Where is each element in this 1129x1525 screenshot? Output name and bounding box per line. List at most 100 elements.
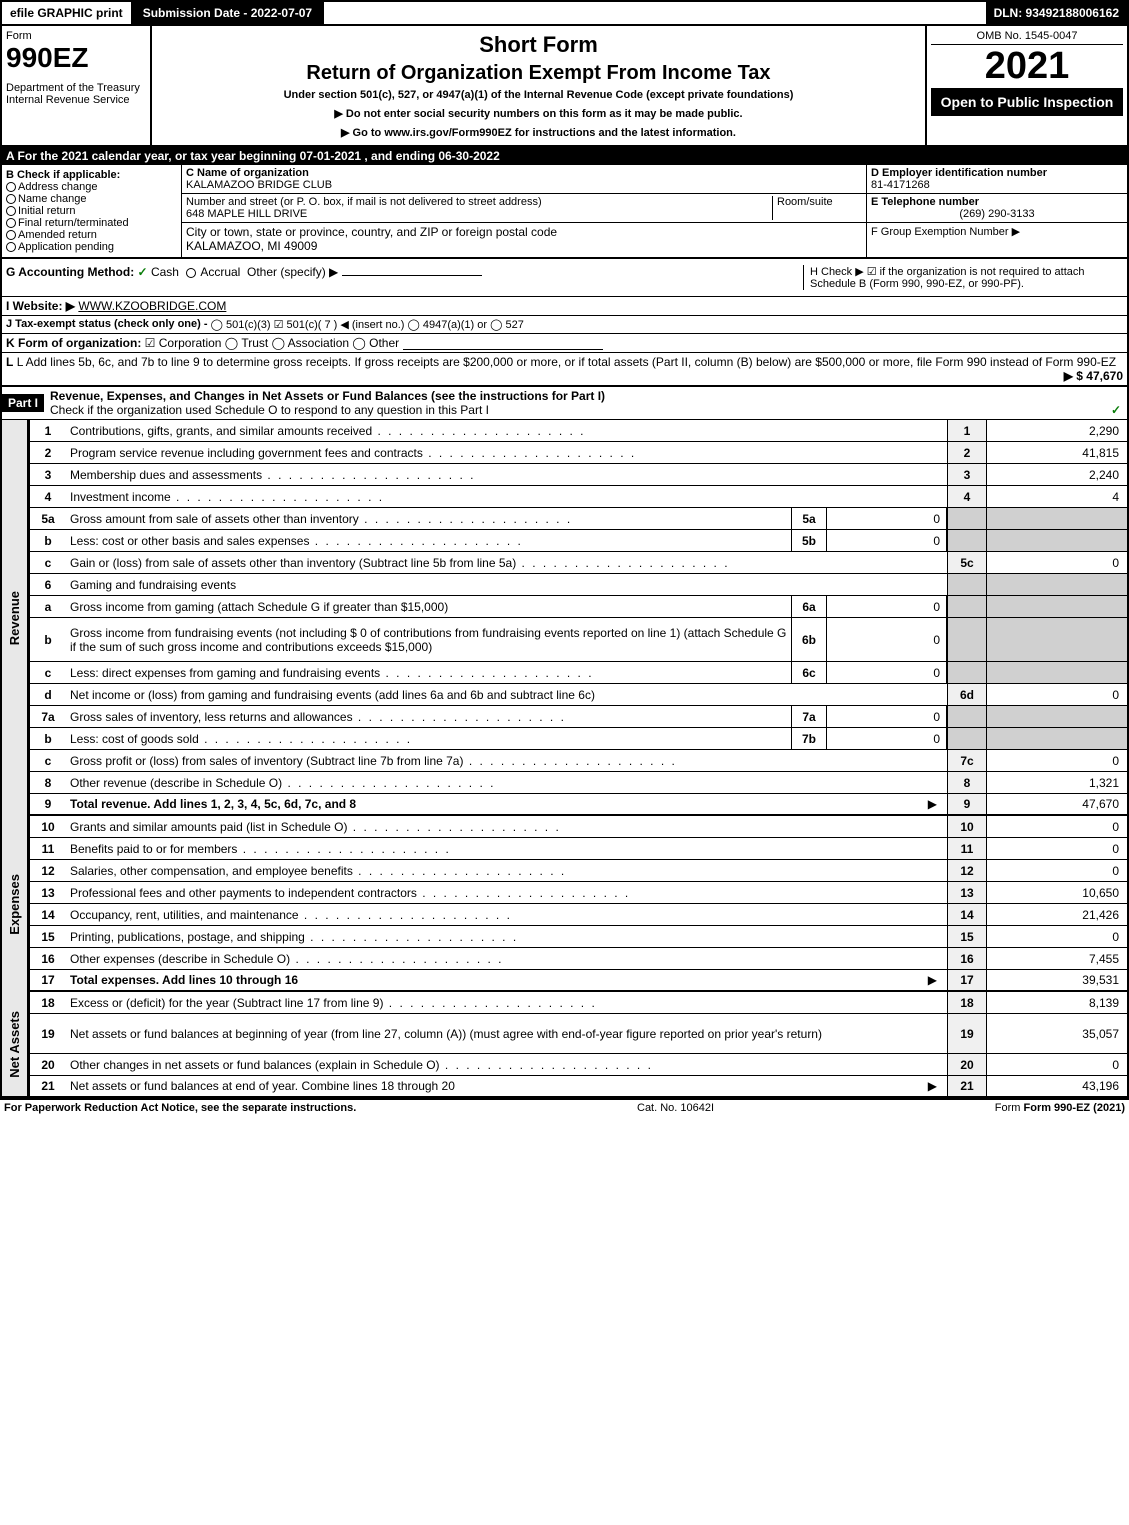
open-inspection: Open to Public Inspection bbox=[931, 88, 1123, 116]
line-13-val: 10,650 bbox=[987, 882, 1127, 903]
line-5b-desc: Less: cost or other basis and sales expe… bbox=[66, 532, 791, 550]
k-other-input[interactable] bbox=[403, 336, 603, 350]
line-17-val: 39,531 bbox=[987, 970, 1127, 990]
line-6a-desc: Gross income from gaming (attach Schedul… bbox=[66, 598, 791, 616]
line-5a-val: 0 bbox=[827, 508, 947, 529]
c-name-label: C Name of organization bbox=[186, 167, 862, 179]
form-id-block: Form 990EZ Department of the Treasury In… bbox=[2, 26, 152, 145]
line-19-val: 35,057 bbox=[987, 1014, 1127, 1053]
line-7a-val: 0 bbox=[827, 706, 947, 727]
dept-treasury: Department of the Treasury bbox=[6, 82, 146, 94]
g-cash-check[interactable] bbox=[138, 265, 148, 279]
vlabel-netassets: Net Assets bbox=[5, 1007, 24, 1082]
section-a-period: A For the 2021 calendar year, or tax yea… bbox=[0, 147, 1129, 165]
g-label: G Accounting Method: bbox=[6, 265, 134, 279]
j-options[interactable]: ◯ 501(c)(3) ☑ 501(c)( 7 ) ◀ (insert no.)… bbox=[211, 318, 524, 331]
section-def: D Employer identification number 81-4171… bbox=[867, 165, 1127, 257]
line-13-desc: Professional fees and other payments to … bbox=[66, 884, 947, 902]
line-21-val: 43,196 bbox=[987, 1076, 1127, 1096]
b-item-5[interactable]: Application pending bbox=[6, 241, 177, 253]
org-address: 648 MAPLE HILL DRIVE bbox=[186, 208, 772, 220]
line-16-desc: Other expenses (describe in Schedule O) bbox=[66, 950, 947, 968]
line-5b-val: 0 bbox=[827, 530, 947, 551]
line-7c-desc: Gross profit or (loss) from sales of inv… bbox=[66, 752, 947, 770]
b-item-3[interactable]: Final return/terminated bbox=[6, 217, 177, 229]
org-city: KALAMAZOO, MI 49009 bbox=[186, 239, 862, 253]
website-link[interactable]: WWW.KZOOBRIDGE.COM bbox=[78, 299, 226, 313]
line-1-desc: Contributions, gifts, grants, and simila… bbox=[66, 422, 947, 440]
line-21-desc: Net assets or fund balances at end of ye… bbox=[66, 1077, 947, 1095]
k-options[interactable]: ☑ Corporation ◯ Trust ◯ Association ◯ Ot… bbox=[145, 336, 399, 350]
vlabel-expenses: Expenses bbox=[5, 870, 24, 939]
ein-value: 81-4171268 bbox=[871, 179, 1123, 191]
row-k: K Form of organization: ☑ Corporation ◯ … bbox=[0, 334, 1129, 353]
part1-title: Revenue, Expenses, and Changes in Net As… bbox=[50, 389, 605, 403]
section-b: B Check if applicable: Address change Na… bbox=[2, 165, 182, 257]
line-1-val: 2,290 bbox=[987, 420, 1127, 441]
line-14-val: 21,426 bbox=[987, 904, 1127, 925]
main-title: Return of Organization Exempt From Incom… bbox=[158, 62, 919, 85]
omb-number: OMB No. 1545-0047 bbox=[931, 30, 1123, 45]
line-14-desc: Occupancy, rent, utilities, and maintena… bbox=[66, 906, 947, 924]
b-item-4[interactable]: Amended return bbox=[6, 229, 177, 241]
line-9-desc: Total revenue. Add lines 1, 2, 3, 4, 5c,… bbox=[66, 795, 947, 813]
line-2-desc: Program service revenue including govern… bbox=[66, 444, 947, 462]
line-6d-val: 0 bbox=[987, 684, 1127, 705]
short-form-title: Short Form bbox=[158, 32, 919, 58]
form-label: Form bbox=[6, 30, 146, 42]
part1-header: Part I Revenue, Expenses, and Changes in… bbox=[0, 387, 1129, 420]
org-name: KALAMAZOO BRIDGE CLUB bbox=[186, 179, 862, 191]
top-bar: efile GRAPHIC print Submission Date - 20… bbox=[0, 0, 1129, 26]
note-link[interactable]: ▶ Go to www.irs.gov/Form990EZ for instru… bbox=[158, 126, 919, 139]
line-5c-desc: Gain or (loss) from sale of assets other… bbox=[66, 554, 947, 572]
title-block: Short Form Return of Organization Exempt… bbox=[152, 26, 927, 145]
line-15-desc: Printing, publications, postage, and shi… bbox=[66, 928, 947, 946]
dln: DLN: 93492188006162 bbox=[986, 2, 1127, 24]
b-label: B Check if applicable: bbox=[6, 169, 177, 181]
section-c: C Name of organization KALAMAZOO BRIDGE … bbox=[182, 165, 867, 257]
b-item-0[interactable]: Address change bbox=[6, 181, 177, 193]
line-8-desc: Other revenue (describe in Schedule O) bbox=[66, 774, 947, 792]
row-i: I Website: ▶ WWW.KZOOBRIDGE.COM bbox=[0, 297, 1129, 316]
line-6c-val: 0 bbox=[827, 662, 947, 683]
g-accrual-check[interactable] bbox=[186, 268, 196, 278]
line-15-val: 0 bbox=[987, 926, 1127, 947]
line-11-desc: Benefits paid to or for members bbox=[66, 840, 947, 858]
line-6a-val: 0 bbox=[827, 596, 947, 617]
line-7b-val: 0 bbox=[827, 728, 947, 749]
part1-check-text: Check if the organization used Schedule … bbox=[50, 403, 489, 417]
revenue-block: Revenue 1Contributions, gifts, grants, a… bbox=[0, 420, 1129, 816]
footer-mid: Cat. No. 10642I bbox=[637, 1102, 714, 1114]
part1-checkbox-icon[interactable] bbox=[1111, 403, 1121, 417]
line-7a-desc: Gross sales of inventory, less returns a… bbox=[66, 708, 791, 726]
line-16-val: 7,455 bbox=[987, 948, 1127, 969]
b-item-2[interactable]: Initial return bbox=[6, 205, 177, 217]
line-11-val: 0 bbox=[987, 838, 1127, 859]
e-label: E Telephone number bbox=[871, 196, 1123, 208]
line-7b-desc: Less: cost of goods sold bbox=[66, 730, 791, 748]
submission-date: Submission Date - 2022-07-07 bbox=[131, 2, 324, 24]
room-suite-label: Room/suite bbox=[772, 196, 862, 220]
line-3-desc: Membership dues and assessments bbox=[66, 466, 947, 484]
l-text: L Add lines 5b, 6c, and 7b to line 9 to … bbox=[17, 355, 1116, 369]
line-3-val: 2,240 bbox=[987, 464, 1127, 485]
part1-label: Part I bbox=[2, 394, 44, 412]
subtitle: Under section 501(c), 527, or 4947(a)(1)… bbox=[158, 89, 919, 101]
h-text: H Check ▶ ☑ if the organization is not r… bbox=[803, 265, 1123, 290]
line-8-val: 1,321 bbox=[987, 772, 1127, 793]
line-6b-desc: Gross income from fundraising events (no… bbox=[66, 624, 791, 656]
phone-value: (269) 290-3133 bbox=[871, 208, 1123, 220]
b-item-1[interactable]: Name change bbox=[6, 193, 177, 205]
form-header: Form 990EZ Department of the Treasury In… bbox=[0, 26, 1129, 147]
line-17-desc: Total expenses. Add lines 10 through 16 … bbox=[66, 971, 947, 989]
efile-label[interactable]: efile GRAPHIC print bbox=[2, 2, 131, 24]
irs-label: Internal Revenue Service bbox=[6, 94, 146, 106]
line-20-val: 0 bbox=[987, 1054, 1127, 1075]
g-other-input[interactable] bbox=[342, 275, 482, 276]
i-label: I Website: ▶ bbox=[6, 299, 75, 313]
line-18-desc: Excess or (deficit) for the year (Subtra… bbox=[66, 994, 947, 1012]
expenses-block: Expenses 10Grants and similar amounts pa… bbox=[0, 816, 1129, 992]
k-label: K Form of organization: bbox=[6, 336, 141, 350]
j-label: J Tax-exempt status (check only one) - bbox=[6, 318, 208, 331]
line-6-desc: Gaming and fundraising events bbox=[66, 576, 947, 594]
